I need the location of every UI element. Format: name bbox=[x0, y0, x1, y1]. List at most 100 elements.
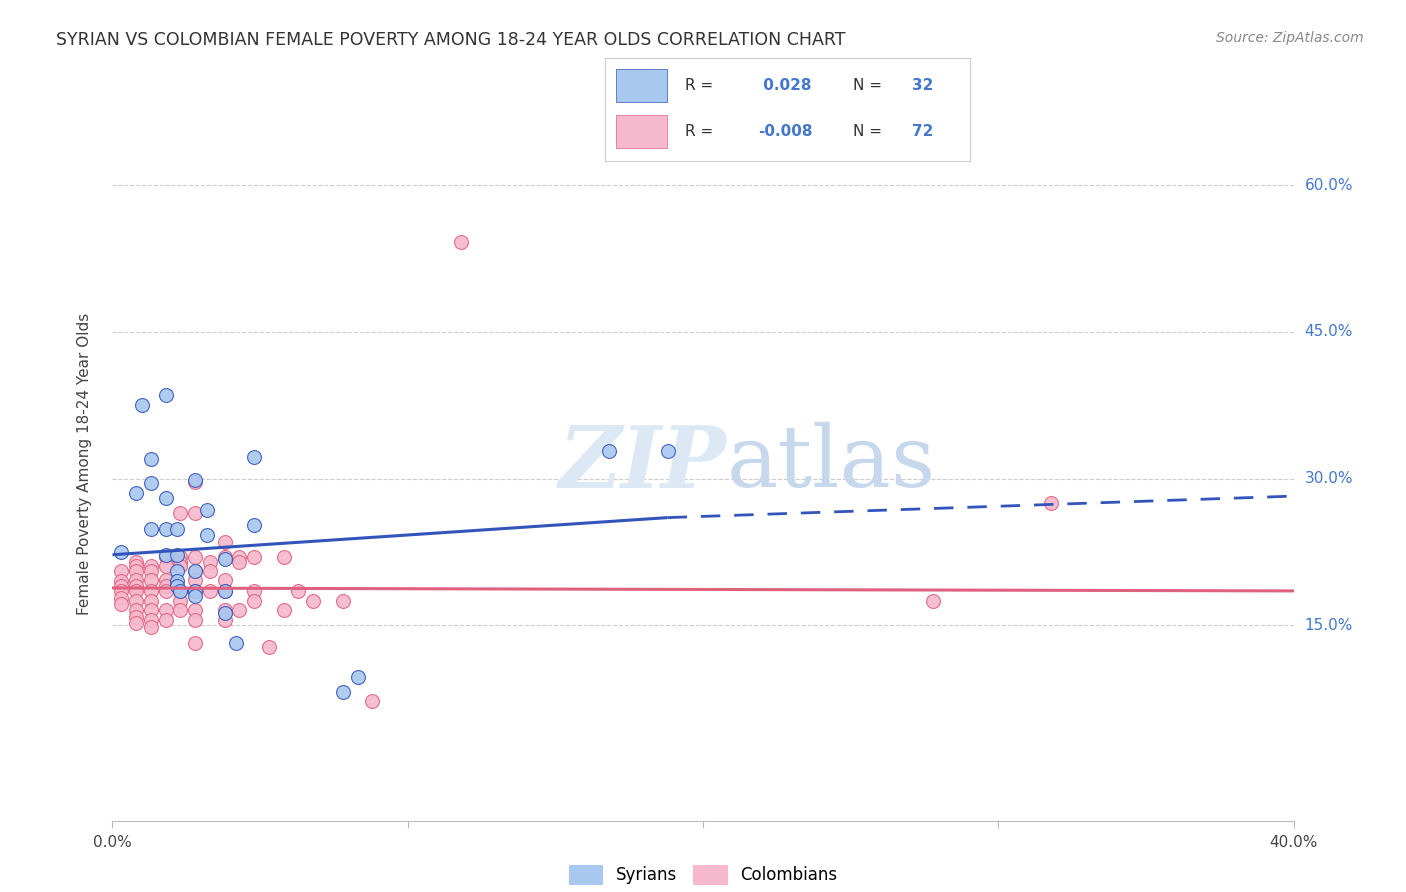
Point bbox=[169, 506, 191, 520]
Point bbox=[169, 559, 191, 574]
Point bbox=[184, 589, 207, 603]
Point bbox=[214, 583, 236, 598]
Text: R =: R = bbox=[685, 124, 713, 139]
Point bbox=[139, 620, 162, 634]
Bar bbox=[616, 70, 666, 102]
Point bbox=[169, 583, 191, 598]
Point bbox=[184, 583, 207, 598]
Point bbox=[110, 579, 132, 593]
Point bbox=[125, 486, 148, 500]
Point bbox=[139, 522, 162, 536]
Text: 40.0%: 40.0% bbox=[1270, 835, 1317, 850]
Point bbox=[657, 444, 679, 458]
Point bbox=[155, 583, 177, 598]
Point bbox=[125, 583, 148, 598]
Point bbox=[332, 593, 354, 607]
Point bbox=[110, 583, 132, 598]
Point bbox=[922, 593, 945, 607]
Point bbox=[110, 591, 132, 605]
Point bbox=[155, 579, 177, 593]
Point bbox=[125, 603, 148, 617]
Point bbox=[598, 444, 620, 458]
Point bbox=[166, 548, 188, 562]
Point bbox=[257, 640, 280, 654]
Text: 30.0%: 30.0% bbox=[1305, 471, 1353, 486]
Point bbox=[1040, 496, 1063, 510]
Legend: Syrians, Colombians: Syrians, Colombians bbox=[562, 858, 844, 891]
Point bbox=[332, 684, 354, 698]
Point bbox=[125, 616, 148, 631]
Point bbox=[214, 573, 236, 587]
Point bbox=[214, 551, 236, 566]
Point bbox=[125, 593, 148, 607]
Y-axis label: Female Poverty Among 18-24 Year Olds: Female Poverty Among 18-24 Year Olds bbox=[77, 313, 91, 615]
Point bbox=[195, 528, 218, 542]
Point bbox=[346, 670, 368, 684]
Point bbox=[184, 506, 207, 520]
Point bbox=[155, 522, 177, 536]
Point bbox=[169, 555, 191, 569]
Point bbox=[125, 565, 148, 579]
Text: 32: 32 bbox=[911, 78, 934, 93]
Point bbox=[302, 593, 325, 607]
Point bbox=[184, 549, 207, 564]
Point bbox=[139, 573, 162, 587]
Point bbox=[155, 548, 177, 562]
Point bbox=[243, 518, 266, 533]
Point bbox=[139, 565, 162, 579]
Point bbox=[155, 559, 177, 574]
Point bbox=[125, 610, 148, 624]
Point bbox=[169, 583, 191, 598]
Point bbox=[184, 603, 207, 617]
Point bbox=[110, 574, 132, 589]
Point bbox=[243, 593, 266, 607]
Point bbox=[228, 555, 250, 569]
Point bbox=[139, 452, 162, 467]
Point bbox=[139, 593, 162, 607]
Point bbox=[228, 549, 250, 564]
Text: 60.0%: 60.0% bbox=[1305, 178, 1353, 193]
Point bbox=[110, 545, 132, 559]
Point bbox=[184, 636, 207, 650]
Point bbox=[139, 603, 162, 617]
Text: N =: N = bbox=[853, 124, 882, 139]
Point bbox=[166, 565, 188, 579]
Point bbox=[110, 597, 132, 611]
Text: 0.028: 0.028 bbox=[758, 78, 811, 93]
Text: SYRIAN VS COLOMBIAN FEMALE POVERTY AMONG 18-24 YEAR OLDS CORRELATION CHART: SYRIAN VS COLOMBIAN FEMALE POVERTY AMONG… bbox=[56, 31, 846, 49]
Point bbox=[198, 555, 221, 569]
Bar bbox=[616, 115, 666, 148]
Point bbox=[214, 583, 236, 598]
Point bbox=[139, 476, 162, 491]
Point bbox=[155, 603, 177, 617]
Point bbox=[155, 573, 177, 587]
Point bbox=[273, 549, 295, 564]
Point bbox=[243, 549, 266, 564]
Point bbox=[184, 475, 207, 490]
Point bbox=[228, 603, 250, 617]
Point bbox=[125, 555, 148, 569]
Point bbox=[139, 559, 162, 574]
Point bbox=[169, 549, 191, 564]
Text: ZIP: ZIP bbox=[558, 422, 727, 506]
Text: 0.0%: 0.0% bbox=[93, 835, 132, 850]
Point bbox=[169, 603, 191, 617]
Text: R =: R = bbox=[685, 78, 713, 93]
Point bbox=[214, 549, 236, 564]
Point bbox=[361, 694, 384, 708]
Point bbox=[214, 535, 236, 549]
Point bbox=[287, 583, 309, 598]
Point bbox=[131, 398, 153, 412]
Point bbox=[184, 573, 207, 587]
Point bbox=[243, 450, 266, 464]
Text: Source: ZipAtlas.com: Source: ZipAtlas.com bbox=[1216, 31, 1364, 45]
Text: 15.0%: 15.0% bbox=[1305, 617, 1353, 632]
Point bbox=[166, 574, 188, 589]
Text: 45.0%: 45.0% bbox=[1305, 325, 1353, 339]
Point bbox=[169, 593, 191, 607]
Point bbox=[125, 579, 148, 593]
Point bbox=[155, 388, 177, 402]
Point bbox=[184, 583, 207, 598]
Point bbox=[139, 583, 162, 598]
Point bbox=[198, 583, 221, 598]
